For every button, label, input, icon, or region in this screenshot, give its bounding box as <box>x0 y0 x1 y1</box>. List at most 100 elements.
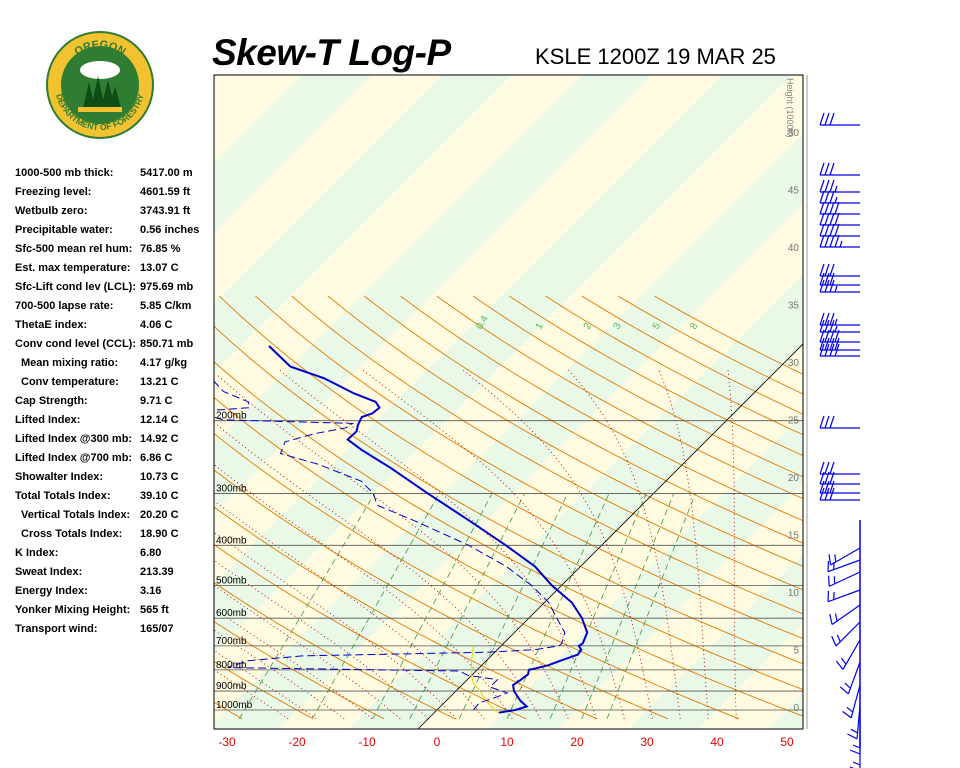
index-label: Est. max temperature: <box>15 262 131 274</box>
dry-adiabat <box>214 361 803 691</box>
wind-barb <box>819 319 860 333</box>
wind-barb <box>842 684 861 719</box>
dry-adiabat <box>214 543 527 720</box>
mixing-ratio-line <box>549 493 647 719</box>
wind-barb <box>827 571 861 587</box>
index-label: 700-500 lapse rate: <box>15 300 114 312</box>
moist-adiabat <box>214 649 317 720</box>
x-tick-label: 0 <box>434 735 441 749</box>
wind-barb <box>827 589 861 603</box>
moist-adiabat <box>214 629 345 720</box>
wind-barb <box>819 279 860 293</box>
mixing-ratio-line <box>238 493 375 719</box>
index-label: K Index: <box>15 547 59 559</box>
forestry-logo-icon: OREGON DEPARTMENT OF FORESTRY <box>46 31 154 139</box>
index-value: 0.56 inches <box>140 224 200 236</box>
index-label: Total Totals Index: <box>15 490 111 502</box>
wind-barb <box>819 190 860 204</box>
height-tick-label: 35 <box>788 301 800 312</box>
chart-title: Skew-T Log-P <box>212 32 451 73</box>
wind-barb <box>847 704 861 740</box>
isotherm-band <box>768 694 803 729</box>
isotherm-band <box>628 554 803 729</box>
height-axis-label: Height (1000ft) <box>785 78 795 138</box>
height-tick-label: 10 <box>788 588 800 599</box>
index-label: Mean mixing ratio: <box>21 357 119 369</box>
index-value: 3.16 <box>140 585 162 597</box>
wind-barb <box>829 604 861 625</box>
index-value: 4601.59 ft <box>140 186 191 198</box>
height-tick-label: 15 <box>788 531 800 542</box>
dry-adiabat <box>214 582 456 720</box>
index-label: Freezing level: <box>15 186 92 198</box>
pressure-label: 500mb <box>216 575 247 586</box>
index-label: Yonker Mixing Height: <box>15 604 131 616</box>
dry-adiabat <box>364 295 803 544</box>
index-label: Vertical Totals Index: <box>21 509 131 521</box>
station-time-label: KSLE 1200Z 19 MAR 25 <box>535 44 776 69</box>
height-tick-label: 0 <box>793 703 799 714</box>
wind-barb <box>828 547 861 566</box>
wind-barb <box>827 559 861 573</box>
index-value: 39.10 C <box>140 490 179 502</box>
index-label: Lifted Index: <box>15 414 81 426</box>
dry-adiabat <box>400 295 803 522</box>
isotherm-band <box>214 75 372 233</box>
mixing-ratio-line <box>312 493 440 719</box>
index-label: 1000-500 mb thick: <box>15 167 114 179</box>
isotherm-band <box>488 414 803 729</box>
index-label: Energy Index: <box>15 585 88 597</box>
index-value: 565 ft <box>140 604 169 616</box>
dewpoint-line <box>214 380 566 711</box>
dry-adiabat <box>214 621 385 720</box>
pressure-label: 400mb <box>216 535 247 546</box>
height-tick-label: 50 <box>788 128 800 139</box>
index-label: Lifted Index @300 mb: <box>15 433 133 445</box>
index-label: Showalter Index: <box>15 471 104 483</box>
isotherm-line <box>417 343 803 729</box>
dry-adiabat <box>214 325 803 665</box>
index-value: 9.71 C <box>140 395 173 407</box>
index-value: 13.07 C <box>140 262 179 274</box>
wind-barb <box>831 621 861 647</box>
index-value: 165/07 <box>140 623 174 635</box>
index-value: 5417.00 m <box>140 167 193 179</box>
dry-adiabat <box>218 295 803 640</box>
moist-adiabat <box>214 500 485 720</box>
dry-adiabat <box>214 506 598 720</box>
temperature-line <box>268 345 589 714</box>
dry-adiabat <box>291 295 803 591</box>
index-label: Sweat Index: <box>15 566 83 578</box>
wind-barb <box>819 415 860 429</box>
index-value: 4.06 C <box>140 319 173 331</box>
wind-barb <box>819 212 860 226</box>
wind-barb <box>819 329 860 343</box>
pressure-label: 700mb <box>216 636 247 647</box>
index-label: Sfc-500 mean rel hum: <box>15 243 133 255</box>
index-value: 850.71 mb <box>140 338 194 350</box>
x-tick-label: 30 <box>640 735 654 749</box>
mixing-ratio-line <box>506 493 610 719</box>
index-value: 13.21 C <box>140 376 179 388</box>
isotherm-band <box>348 274 803 729</box>
x-tick-label: 50 <box>780 735 794 749</box>
mixing-ratio-label: 3 <box>612 321 625 332</box>
dry-adiabat <box>214 701 243 720</box>
mixing-ratio-line <box>458 493 568 719</box>
wind-barb <box>835 639 861 670</box>
height-tick-label: 30 <box>788 358 800 369</box>
dry-adiabat <box>255 295 803 615</box>
wind-barb <box>819 234 860 248</box>
index-value: 975.69 mb <box>140 281 194 293</box>
wind-barb <box>819 263 860 277</box>
wind-barb <box>839 661 861 695</box>
x-tick-label: 10 <box>500 735 514 749</box>
index-label: Precipitable water: <box>15 224 113 236</box>
height-tick-label: 40 <box>788 243 800 254</box>
wind-barb <box>819 112 860 126</box>
index-value: 3743.91 ft <box>140 205 191 217</box>
mixing-ratio-line <box>372 493 493 719</box>
pressure-label: 900mb <box>216 681 247 692</box>
dry-adiabat <box>214 396 803 717</box>
wind-barb <box>819 272 860 286</box>
